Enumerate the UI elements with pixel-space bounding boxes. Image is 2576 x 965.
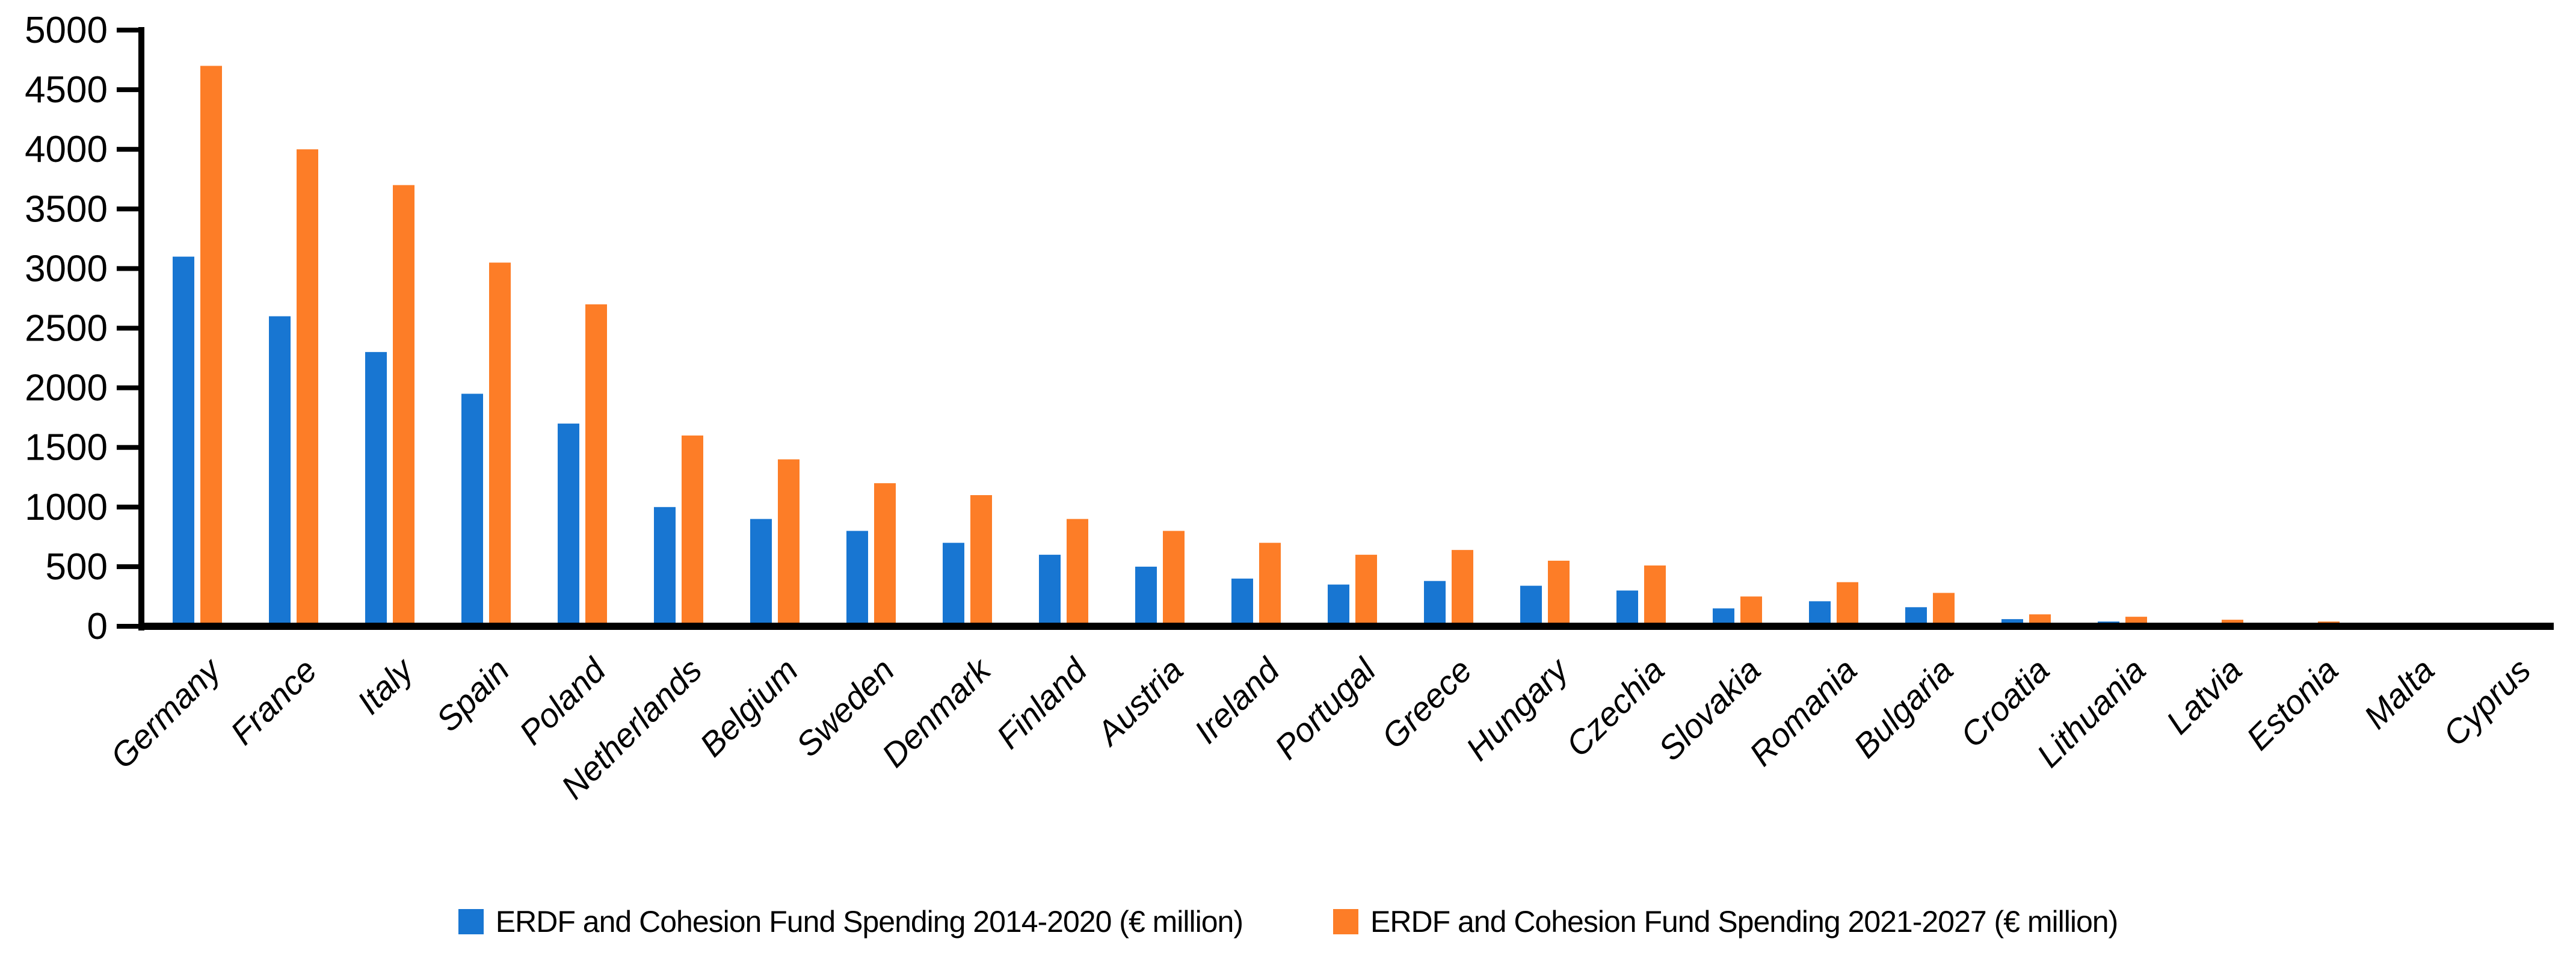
bar-france-2014-2020: [269, 316, 291, 626]
category-label-austria: Austria: [1088, 651, 1191, 753]
legend-label-2021-2027: ERDF and Cohesion Fund Spending 2021-202…: [1370, 905, 2118, 939]
y-tick: [117, 564, 139, 569]
y-tick: [117, 325, 139, 331]
category-label-estonia: Estonia: [2239, 651, 2346, 757]
bar-sweden-2021-2027: [874, 483, 896, 626]
legend-item-2014-2020: ERDF and Cohesion Fund Spending 2014-202…: [458, 904, 1243, 939]
bar-sweden-2014-2020: [846, 531, 868, 626]
category-label-romania: Romania: [1742, 651, 1864, 773]
bar-belgium-2014-2020: [750, 519, 772, 626]
y-tick-label: 500: [46, 546, 108, 588]
bar-czechia-2021-2027: [1644, 565, 1666, 626]
category-label-portugal: Portugal: [1267, 650, 1383, 766]
bar-greece-2021-2027: [1452, 550, 1473, 626]
bar-poland-2021-2027: [585, 304, 607, 626]
y-tick-label: 1500: [25, 427, 108, 469]
category-label-france: France: [223, 651, 324, 752]
bar-italy-2021-2027: [393, 185, 414, 626]
y-tick: [117, 147, 139, 152]
legend-label-2014-2020: ERDF and Cohesion Fund Spending 2014-202…: [495, 905, 1243, 939]
bar-denmark-2021-2027: [970, 495, 992, 626]
bar-slovakia-2021-2027: [1740, 596, 1762, 626]
category-label-italy: Italy: [350, 650, 421, 721]
y-tick-label: 4000: [25, 129, 108, 170]
y-tick-label: 3000: [25, 248, 108, 289]
bar-spain-2014-2020: [461, 393, 483, 626]
category-label-germany: Germany: [103, 650, 229, 776]
y-tick: [117, 266, 139, 271]
bar-greece-2014-2020: [1424, 581, 1446, 626]
bar-romania-2021-2027: [1837, 582, 1858, 626]
category-label-spain: Spain: [429, 651, 517, 739]
y-tick: [117, 624, 139, 629]
y-tick-label: 2500: [25, 308, 108, 350]
bar-spain-2021-2027: [489, 262, 511, 626]
category-label-denmark: Denmark: [874, 650, 999, 774]
bar-netherlands-2014-2020: [654, 507, 676, 626]
category-label-latvia: Latvia: [2158, 651, 2249, 741]
bar-ireland-2014-2020: [1231, 578, 1253, 626]
bar-hungary-2021-2027: [1548, 560, 1570, 626]
bar-portugal-2021-2027: [1355, 555, 1377, 626]
bar-poland-2014-2020: [558, 424, 579, 626]
y-tick: [117, 385, 139, 390]
y-tick-label: 2000: [25, 368, 108, 409]
x-axis-line: [138, 623, 2554, 630]
category-label-czechia: Czechia: [1559, 651, 1672, 764]
y-axis-line: [138, 27, 144, 630]
bar-germany-2021-2027: [200, 66, 222, 626]
bar-ireland-2021-2027: [1259, 543, 1281, 626]
bar-austria-2014-2020: [1135, 566, 1157, 626]
bar-finland-2021-2027: [1067, 519, 1088, 626]
y-tick: [117, 445, 139, 450]
category-label-finland: Finland: [989, 650, 1095, 756]
bar-hungary-2014-2020: [1520, 585, 1542, 626]
category-label-bulgaria: Bulgaria: [1846, 651, 1961, 765]
bar-france-2021-2027: [297, 149, 318, 626]
bar-italy-2014-2020: [365, 352, 387, 626]
y-tick-label: 4500: [25, 69, 108, 111]
y-tick-label: 3500: [25, 188, 108, 230]
y-tick-label: 1000: [25, 487, 108, 528]
y-tick-label: 5000: [25, 10, 108, 51]
y-tick: [117, 504, 139, 510]
category-label-cyprus: Cyprus: [2436, 651, 2538, 753]
y-tick: [117, 206, 139, 212]
category-label-belgium: Belgium: [692, 651, 806, 764]
category-label-hungary: Hungary: [1458, 650, 1576, 768]
bar-bulgaria-2021-2027: [1933, 593, 1955, 626]
category-label-malta: Malta: [2356, 651, 2441, 736]
bar-czechia-2014-2020: [1616, 590, 1638, 626]
legend-swatch-2014-2020-icon: [458, 909, 484, 934]
bar-portugal-2014-2020: [1328, 584, 1349, 626]
bar-netherlands-2021-2027: [682, 435, 703, 626]
y-tick: [117, 28, 139, 32]
bar-finland-2014-2020: [1039, 555, 1061, 626]
bar-germany-2014-2020: [173, 256, 194, 627]
bar-austria-2021-2027: [1163, 531, 1185, 626]
bar-denmark-2014-2020: [943, 543, 964, 626]
bar-romania-2014-2020: [1809, 601, 1831, 626]
bar-belgium-2021-2027: [778, 459, 800, 626]
y-tick: [117, 87, 139, 93]
legend: ERDF and Cohesion Fund Spending 2014-202…: [0, 898, 2576, 946]
legend-item-2021-2027: ERDF and Cohesion Fund Spending 2021-202…: [1333, 904, 2118, 939]
legend-swatch-2021-2027-icon: [1333, 909, 1358, 934]
y-tick-label: 0: [87, 606, 108, 647]
